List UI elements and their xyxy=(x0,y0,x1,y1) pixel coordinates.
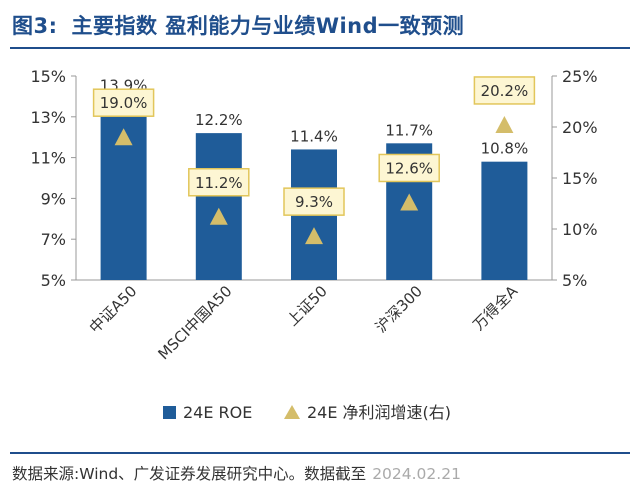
figure-title: 图3: 主要指数 盈利能力与业绩Wind一致预测 xyxy=(12,10,628,42)
y-left-tick-label: 7% xyxy=(41,230,66,249)
legend-label-growth: 24E 净利润增速(右) xyxy=(307,403,451,422)
growth-label-box xyxy=(188,168,250,197)
figure-label: 图3: xyxy=(12,14,58,38)
growth-marker-triangle xyxy=(495,115,514,133)
y-right-tick-label: 25% xyxy=(562,67,598,86)
x-category-label: 中证A50 xyxy=(86,282,141,337)
source-text: 数据来源:Wind、广发证券发展研究中心。数据截至 xyxy=(12,465,367,483)
growth-value-label: 9.3% xyxy=(295,193,333,211)
growth-value-label: 19.0% xyxy=(100,94,148,112)
date-watermark: 2024.02.21 xyxy=(372,465,461,483)
bar-value-label: 11.7% xyxy=(385,121,433,139)
y-right-tick-label: 5% xyxy=(562,271,587,290)
bar-value-label: 12.2% xyxy=(195,111,243,129)
growth-value-label: 12.6% xyxy=(385,159,433,177)
x-category-label: 万得全A xyxy=(469,282,521,334)
y-right-tick-label: 20% xyxy=(562,118,598,137)
x-category-label: 上证50 xyxy=(283,282,330,329)
growth-label-box xyxy=(473,76,536,105)
bar-roe xyxy=(195,133,242,280)
legend-swatch-growth xyxy=(284,405,300,419)
y-left-tick-label: 13% xyxy=(30,108,66,127)
growth-label-box xyxy=(378,153,440,183)
y-left-tick-label: 5% xyxy=(41,271,66,290)
growth-value-label: 20.2% xyxy=(481,82,529,100)
growth-label-box xyxy=(283,187,345,216)
bar-roe xyxy=(481,161,528,280)
chart: 5%7%9%11%13%15%5%10%15%20%25%13.9%12.2%1… xyxy=(30,67,598,422)
legend-label-roe: 24E ROE xyxy=(183,403,252,422)
y-left-tick-label: 11% xyxy=(30,149,66,168)
growth-marker-triangle xyxy=(209,207,228,225)
y-right-tick-label: 15% xyxy=(562,169,598,188)
legend-swatch-roe xyxy=(163,406,176,419)
source-note: 数据来源:Wind、广发证券发展研究中心。数据截至 2024.02.21 xyxy=(12,462,628,488)
bar-roe xyxy=(100,98,147,280)
bar-value-label: 10.8% xyxy=(481,140,529,158)
x-category-label: 沪深300 xyxy=(372,282,426,336)
y-left-tick-label: 15% xyxy=(30,67,66,86)
x-category-label: MSCI中国A50 xyxy=(155,282,236,363)
footer-rule xyxy=(10,452,630,454)
y-right-tick-label: 10% xyxy=(562,220,598,239)
y-left-tick-label: 9% xyxy=(41,189,66,208)
bar-value-label: 11.4% xyxy=(290,127,338,145)
growth-marker-triangle xyxy=(305,227,323,245)
growth-marker-triangle xyxy=(400,193,419,211)
figure-title-text: 主要指数 盈利能力与业绩Wind一致预测 xyxy=(71,14,465,38)
title-rule xyxy=(10,47,630,49)
growth-marker-triangle xyxy=(114,128,133,146)
growth-value-label: 11.2% xyxy=(195,174,243,192)
growth-label-box xyxy=(92,88,155,117)
